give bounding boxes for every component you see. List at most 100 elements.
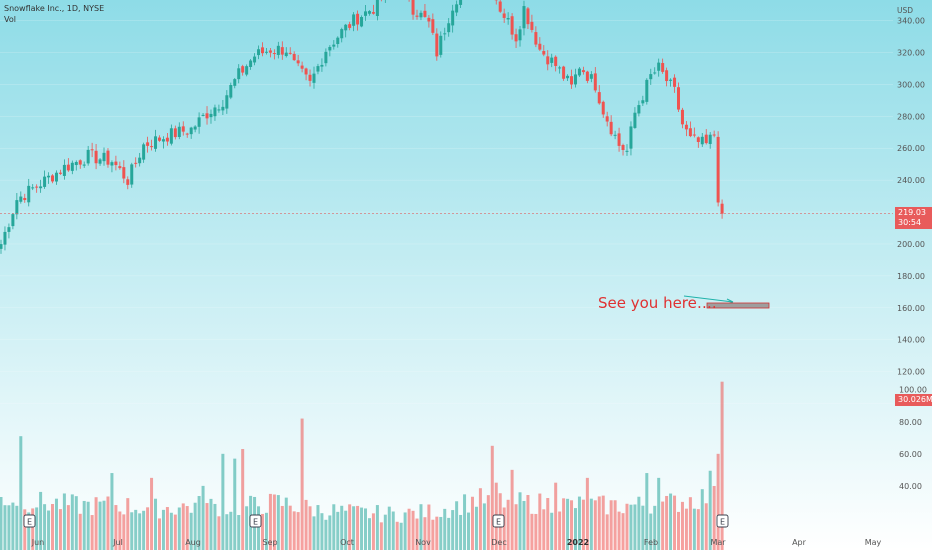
candle-body — [716, 136, 720, 203]
price-tick-label: 180.00 — [897, 272, 925, 281]
volume-bar — [431, 519, 435, 550]
candle-body — [197, 117, 201, 127]
candle-body — [415, 15, 419, 17]
candle-body — [300, 65, 304, 69]
candle — [665, 67, 669, 87]
candle-body — [78, 160, 82, 165]
candle-body — [249, 60, 253, 67]
volume-bar — [696, 509, 700, 550]
candle — [419, 10, 423, 21]
candle — [716, 131, 720, 207]
volume-bar — [613, 500, 617, 550]
volume-bar — [134, 509, 138, 550]
candle-body — [138, 157, 142, 164]
candle-body — [447, 23, 451, 33]
candle-body — [629, 126, 633, 149]
volume-tick-label: 80.00 — [899, 418, 922, 427]
candle-body — [3, 231, 7, 245]
volume-bar — [684, 508, 688, 550]
candle-body — [589, 74, 593, 79]
candle-body — [94, 150, 98, 164]
candle — [585, 70, 589, 84]
volume-bar — [201, 485, 205, 550]
candle-body — [27, 185, 31, 203]
last-price-value: 219.03 — [898, 208, 926, 217]
candle — [51, 174, 55, 184]
candle — [169, 124, 173, 146]
volume-bar — [514, 504, 518, 550]
candle-body — [284, 52, 288, 57]
candle-body — [142, 144, 146, 160]
candle-body — [348, 24, 352, 28]
candle — [692, 127, 696, 138]
candle-body — [601, 101, 605, 115]
candle — [118, 161, 122, 170]
candle — [320, 58, 324, 72]
volume-bar — [585, 477, 589, 550]
price-tick-label: 200.00 — [897, 240, 925, 249]
candle-body — [126, 179, 130, 185]
volume-bar — [213, 503, 217, 550]
candle-body — [585, 71, 589, 81]
candle — [570, 69, 574, 89]
price-tick-label: 320.00 — [897, 49, 925, 58]
candle — [150, 139, 154, 151]
volume-bar — [35, 507, 39, 550]
candle-body — [130, 164, 134, 185]
volume-axis: 100.00 80.00 60.00 40.00 — [899, 386, 927, 491]
time-tick-label: Apr — [792, 538, 807, 547]
candle-body — [514, 34, 518, 42]
last-volume-tag: 30.026M — [895, 394, 932, 406]
volume-bar — [47, 510, 51, 550]
candle — [98, 158, 102, 166]
candle — [700, 133, 704, 147]
candle — [625, 144, 629, 156]
candle — [39, 179, 43, 193]
candle-body — [35, 186, 39, 188]
volume-bar — [225, 514, 229, 550]
candle — [688, 121, 692, 138]
volume-bar — [371, 513, 375, 550]
candle — [696, 136, 700, 148]
candle-body — [443, 33, 447, 35]
candle-body — [245, 66, 249, 75]
candle-body — [554, 56, 558, 66]
candle — [558, 65, 562, 74]
volume-bar — [712, 485, 716, 550]
price-tick-label: 240.00 — [897, 176, 925, 185]
candle — [526, 7, 530, 30]
volume-bar — [387, 506, 391, 550]
volume-bar — [352, 506, 356, 550]
candle — [260, 42, 264, 57]
candle-body — [684, 124, 688, 130]
candle-body — [296, 60, 300, 64]
time-tick-label: Dec — [491, 538, 506, 547]
volume-bar — [169, 512, 173, 550]
candle-body — [181, 126, 185, 132]
candle-body — [669, 79, 673, 81]
candle — [225, 90, 229, 114]
volume-bar — [649, 513, 653, 550]
volume-bar — [126, 498, 130, 550]
candle-body — [114, 161, 118, 166]
candle — [371, 4, 375, 15]
candle-body — [435, 33, 439, 57]
candle — [292, 51, 296, 61]
candle-body — [23, 197, 27, 201]
candle — [427, 15, 431, 28]
candle — [15, 192, 19, 220]
candle-body — [82, 164, 86, 166]
candle — [43, 170, 47, 189]
volume-bar — [233, 458, 237, 550]
candle-body — [221, 106, 225, 111]
volume-bar — [316, 505, 320, 550]
volume-bar — [399, 522, 403, 550]
volume-bar — [617, 511, 621, 550]
volume-bar — [276, 495, 280, 550]
volume-bar — [205, 503, 209, 550]
candle-body — [502, 13, 506, 18]
volume-bar — [550, 512, 554, 550]
volume-bar — [653, 505, 657, 550]
candle-body — [292, 53, 296, 61]
